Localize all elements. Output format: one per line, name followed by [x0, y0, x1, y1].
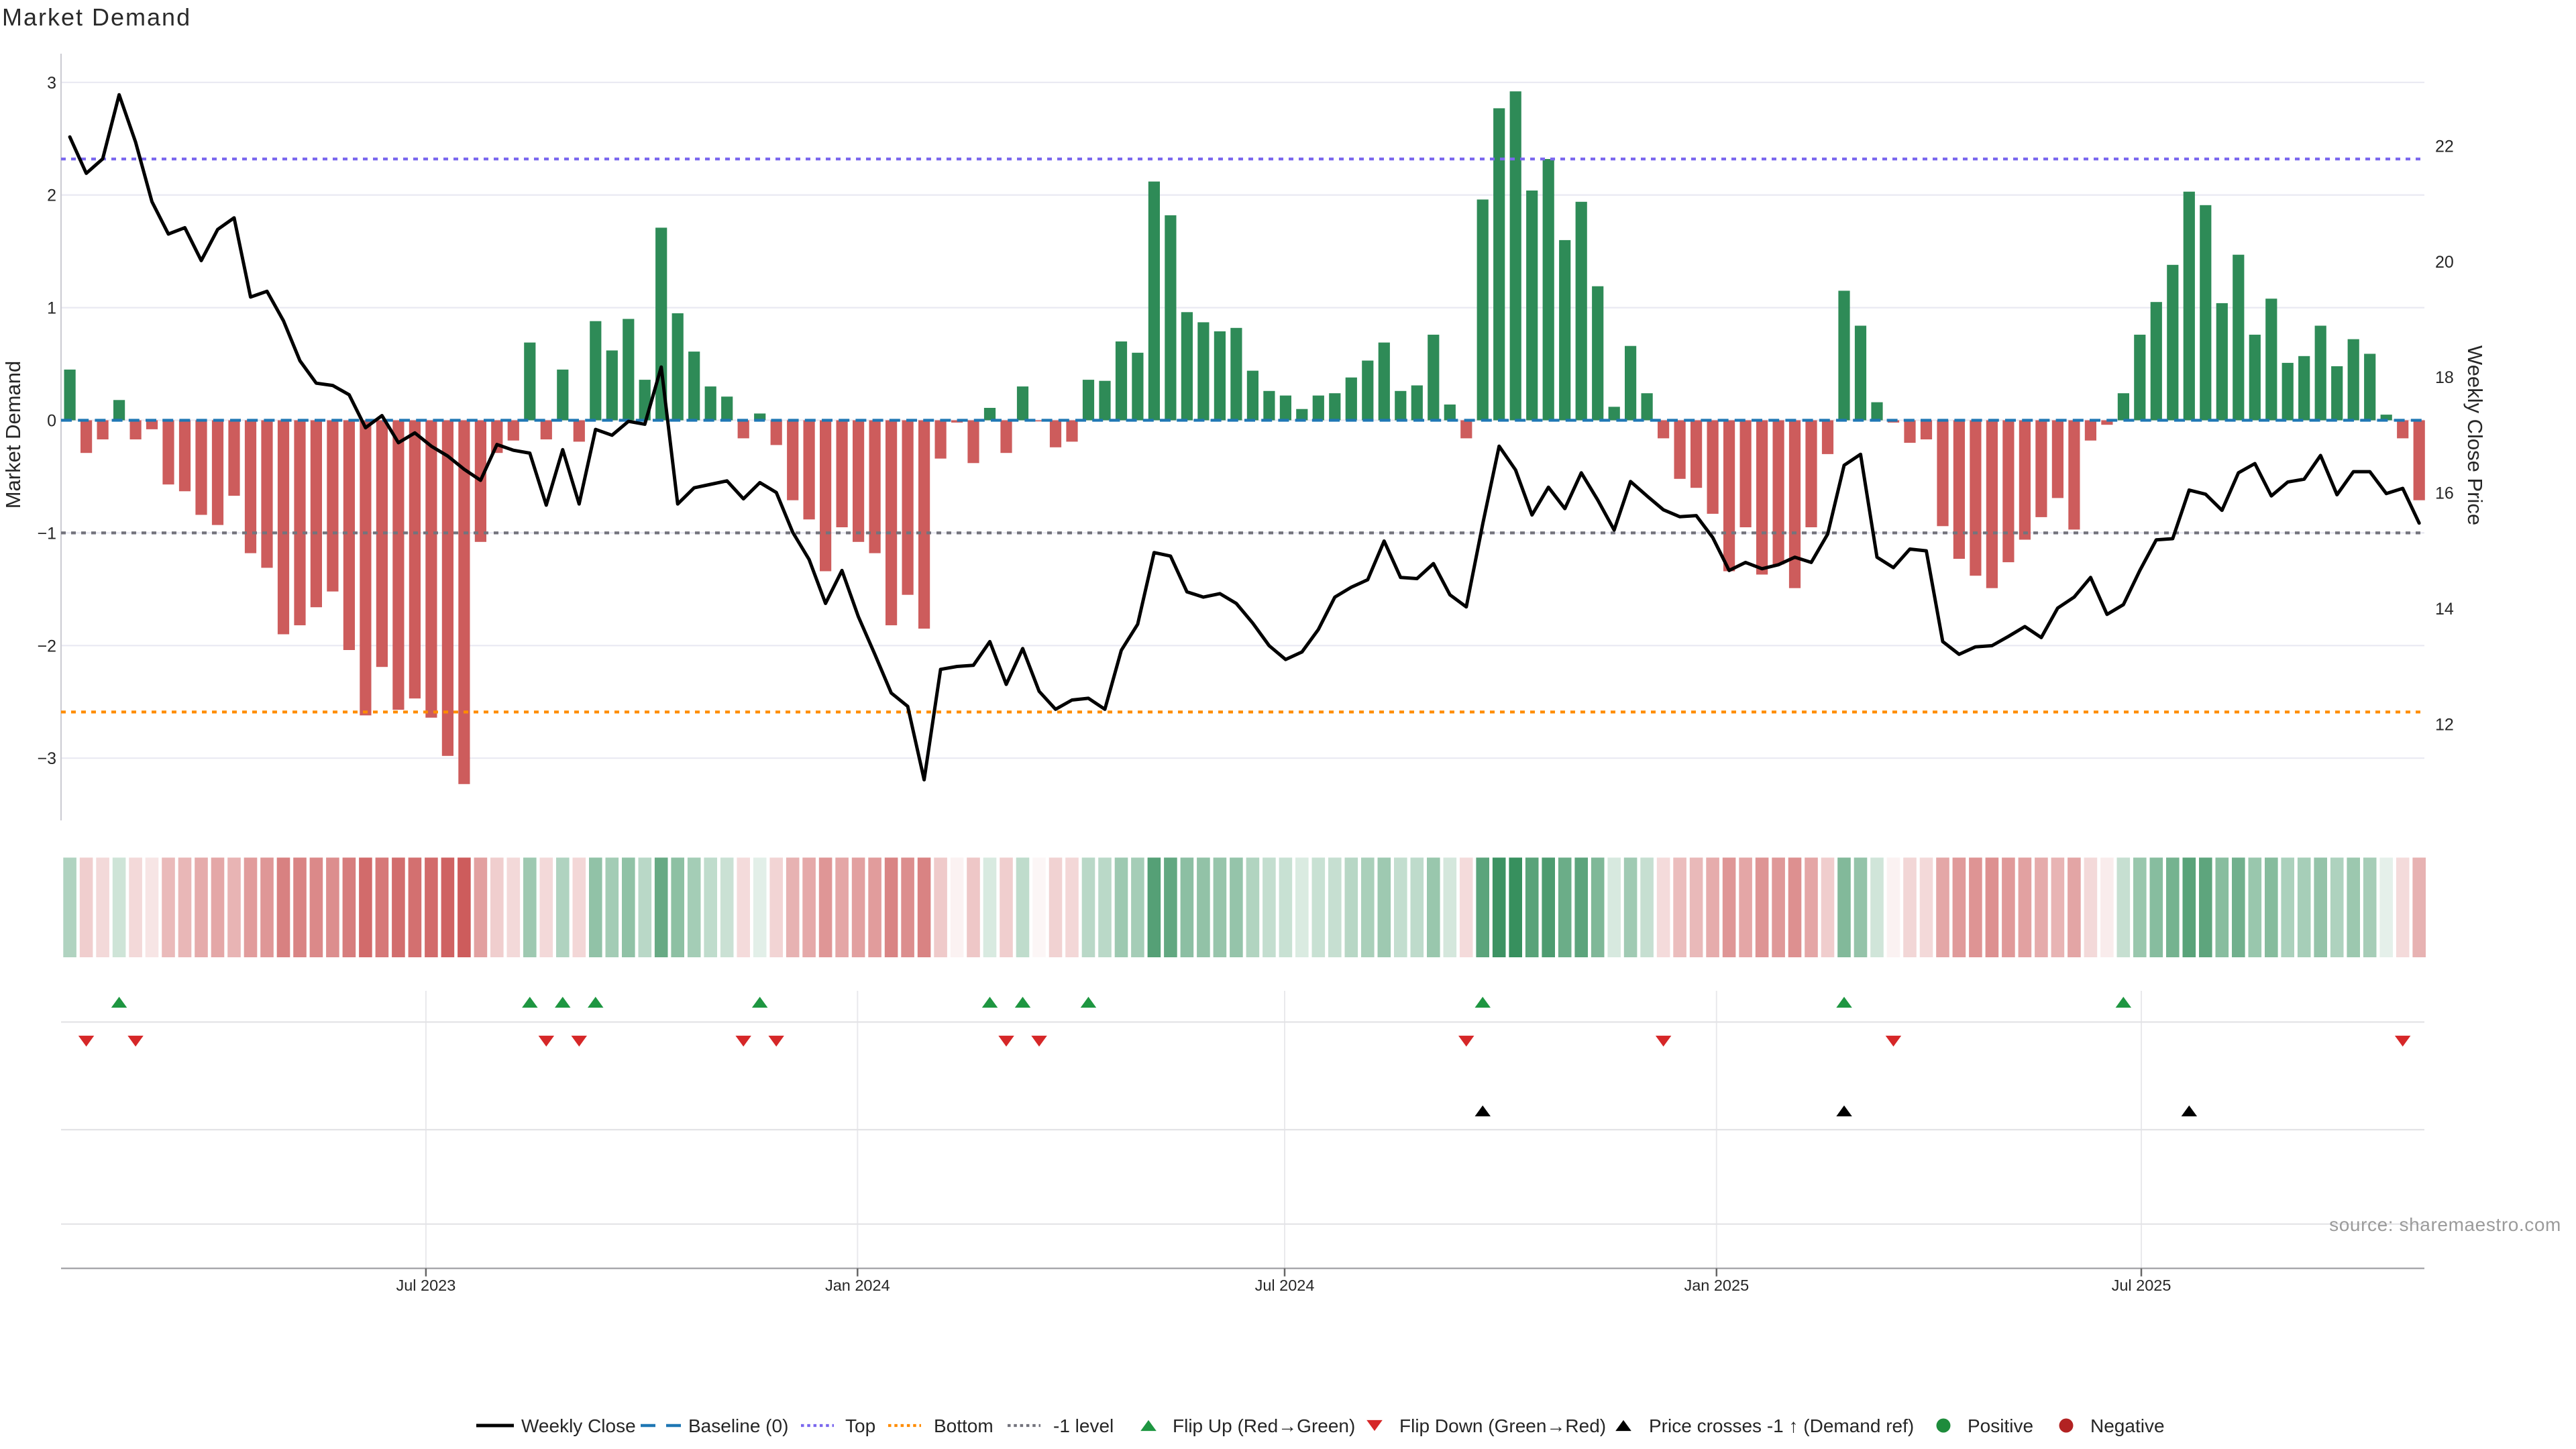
svg-text:Flip Up (Red→Green): Flip Up (Red→Green) [1173, 1415, 1355, 1436]
svg-text:source: sharemaestro.com: source: sharemaestro.com [2329, 1214, 2561, 1235]
svg-text:14: 14 [2435, 600, 2454, 619]
svg-text:Jul 2024: Jul 2024 [1255, 1277, 1315, 1294]
svg-text:Jul 2025: Jul 2025 [2112, 1277, 2171, 1294]
svg-text:12: 12 [2435, 715, 2454, 734]
svg-text:2: 2 [47, 186, 56, 205]
svg-text:Price crosses -1 ↑ (Demand ref: Price crosses -1 ↑ (Demand ref) [1649, 1415, 1914, 1436]
svg-text:18: 18 [2435, 368, 2454, 387]
svg-text:Top: Top [845, 1415, 875, 1436]
svg-text:−3: −3 [37, 749, 56, 768]
svg-text:Flip Down (Green→Red): Flip Down (Green→Red) [1399, 1415, 1606, 1436]
svg-text:Jan 2025: Jan 2025 [1684, 1277, 1749, 1294]
svg-text:Negative: Negative [2090, 1415, 2165, 1436]
svg-text:16: 16 [2435, 484, 2454, 503]
svg-text:1: 1 [47, 299, 56, 318]
svg-text:−1: −1 [37, 524, 56, 543]
svg-text:Weekly Close: Weekly Close [521, 1415, 636, 1436]
svg-text:Baseline (0): Baseline (0) [688, 1415, 788, 1436]
svg-text:−2: −2 [37, 637, 56, 655]
svg-text:Market Demand: Market Demand [2, 3, 191, 31]
svg-text:Bottom: Bottom [934, 1415, 994, 1436]
svg-text:0: 0 [47, 412, 56, 431]
svg-text:Positive: Positive [1968, 1415, 2033, 1436]
svg-text:3: 3 [47, 74, 56, 93]
svg-text:Weekly Close Price: Weekly Close Price [2463, 345, 2487, 525]
svg-text:Jul 2023: Jul 2023 [396, 1277, 455, 1294]
svg-text:Market Demand: Market Demand [1, 361, 25, 509]
svg-text:22: 22 [2435, 138, 2454, 156]
svg-text:20: 20 [2435, 253, 2454, 272]
svg-text:-1 level: -1 level [1053, 1415, 1114, 1436]
svg-text:Jan 2024: Jan 2024 [825, 1277, 890, 1294]
